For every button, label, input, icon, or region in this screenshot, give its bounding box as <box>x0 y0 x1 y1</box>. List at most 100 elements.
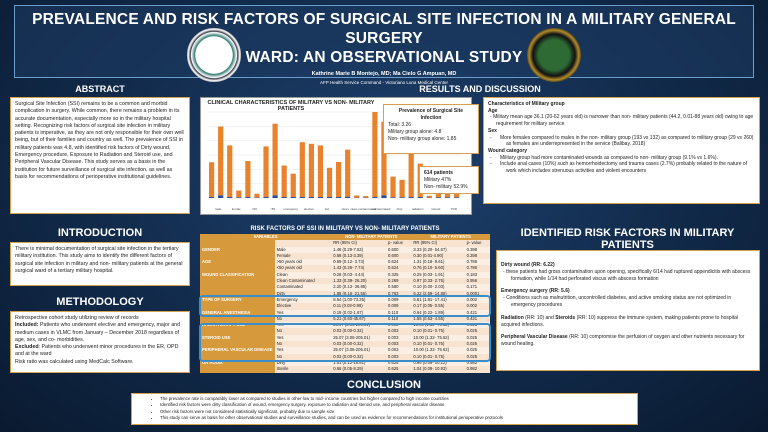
cell-var: Dirty <box>274 359 332 367</box>
category-label: dirty <box>397 207 403 211</box>
col-military: MILITARY PATIENTS <box>411 234 490 241</box>
risk-factors-table: VARIABLES NON- MILITARY PATIENTS MILITARY … <box>200 234 490 373</box>
cell-var: <50 years old <box>274 265 332 272</box>
cell-mrr: 1.04 (0.09- 10.93) <box>411 366 465 373</box>
cell-group: STEROID USE <box>200 334 275 342</box>
bar-no-ssi <box>363 196 369 198</box>
prevalence-military: Military group alone: 4.8 <box>388 129 442 135</box>
cell-var: Clean Contaminated <box>274 278 332 285</box>
results-heading: RESULTS AND DISCUSSION <box>419 84 541 94</box>
title-banner: PREVALENCE AND RISK FACTORS OF SURGICAL … <box>14 5 754 85</box>
bar-ssi <box>381 195 387 198</box>
bar-ssi <box>236 197 242 198</box>
cell-mp: 0.002 <box>464 303 490 310</box>
bar-no-ssi <box>354 195 360 198</box>
bar-no-ssi <box>308 143 314 198</box>
sex-heading: Sex <box>488 127 497 134</box>
bar-no-ssi <box>263 146 269 198</box>
identified-heading: IDENTIFIED RISK FACTORS IN MILITARY PATI… <box>520 227 735 251</box>
patients-box: 614 patients Military 47% Non- military … <box>419 166 479 194</box>
cell-mp: 0.982 <box>464 359 490 367</box>
cell-mrr: 0.96 (0.09- 10.12) <box>411 359 465 367</box>
bar-no-ssi <box>254 193 260 198</box>
cell-nrr: 1.33 (0.39- 26.20) <box>331 278 386 285</box>
table-row: Clean Contaminated 1.33 (0.39- 26.20) 0.26… <box>200 278 490 285</box>
bar-no-ssi <box>426 195 432 198</box>
cell-mp: 0.025 <box>464 347 490 354</box>
category-label: <50 <box>252 207 257 211</box>
abstract-heading: ABSTRACT <box>75 84 125 94</box>
medical-center-logo <box>527 28 581 82</box>
bar-no-ssi <box>336 161 342 198</box>
dirty-text: these patients had gross contamination u… <box>506 268 751 282</box>
cell-mp: 0.956 <box>464 278 490 285</box>
table-row: No 5.21 (0.60-45.67) 0.110 1.55 (0.53- 4.55… <box>200 315 490 323</box>
bar-ssi <box>281 197 287 198</box>
cell-mrr: 0.17 (0.05- 0.55) <box>411 303 465 310</box>
emergency-heading: Emergency surgery (RR: 5.6) <box>501 288 570 295</box>
cell-group: TYPE OF SURGERY <box>200 296 275 304</box>
subhead-rr: RR (95% CI) <box>331 240 386 247</box>
bar-ssi <box>299 197 305 198</box>
age-text: Military mean age 36.1 (20-62 years old)… <box>493 114 754 128</box>
cell-var: No <box>274 328 332 335</box>
cell-mp: 0.398 <box>464 252 490 260</box>
cell-mrr: 0.10 (0.01- 0.75) <box>411 328 465 335</box>
bar-ssi <box>372 197 378 198</box>
table-row: AGE >50 years old 0.69 (0.12- 3.73) 0.624 1.… <box>200 259 490 266</box>
category-label: clean <box>341 207 349 211</box>
cell-mrr: 3.33 (0.20- 54.67) <box>411 246 465 253</box>
characteristics-box: Characteristics of Military group Age - … <box>483 97 760 204</box>
bar-ssi <box>209 197 215 198</box>
steroid-label: Steroids <box>555 314 576 321</box>
bar-ssi <box>453 197 460 198</box>
bar-no-ssi <box>272 123 278 196</box>
cell-var: Clean <box>274 271 332 279</box>
cell-mrr: 0.25 (0.03- 1.91) <box>411 271 465 279</box>
cell-var: >50 years old <box>274 259 332 266</box>
cell-mp: 0.786 <box>464 259 490 266</box>
cell-nrr: 0.28 (0.03- 4.44) <box>331 271 386 279</box>
cell-np: 0.003 <box>386 334 412 342</box>
dirty-heading: Dirty wound (RR: 6.22) <box>501 262 555 268</box>
cell-mp: 0.171 <box>464 284 490 291</box>
cell-group <box>200 341 275 348</box>
bar-ssi <box>444 197 451 198</box>
cell-mp: 0.025 <box>464 341 490 348</box>
cell-np: 0.003 <box>386 341 412 348</box>
conclusion-box: The prevalence rate is comparably lower … <box>131 393 638 425</box>
abstract-text: Surgical Site Infection (SSI) remains to… <box>15 101 184 180</box>
cell-mrr: 0.10 (0.01- 0.75) <box>411 341 465 348</box>
cell-group: GENDER <box>200 246 275 253</box>
included-label: Included: <box>15 322 39 329</box>
table-title: RISK FACTORS OF SSI IN MILITARY VS NON- … <box>250 226 440 232</box>
cell-mp: 0.421 <box>464 315 490 323</box>
pvd-label: Peripheral Vascular Disease <box>501 334 568 341</box>
cell-group <box>200 290 275 297</box>
table-row: No 0.03 (0.00-0.32) 0.003 0.10 (0.01- 0.75)… <box>200 341 490 348</box>
cell-nrr: 25.07 (3.06-205.01) <box>331 347 386 354</box>
table-row: GENDER Male 1.46 (0.29-7.53) 0.600 3.33 (0.2… <box>200 246 490 253</box>
included-text: Patients who underwent elective and emer… <box>15 322 181 343</box>
table-row: WOUND CLASSIFICATION Clean 0.28 (0.03- 4.4… <box>200 271 490 279</box>
subhead-p: p- value <box>464 240 490 247</box>
abstract-box: Surgical Site Infection (SSI) remains to… <box>10 97 190 214</box>
cell-var: Yes <box>274 347 332 354</box>
subhead-rr: RR (95% CI) <box>411 240 465 247</box>
cell-var: No <box>274 315 332 323</box>
cell-np: 0.009 <box>386 303 412 310</box>
category-label: elective <box>304 207 315 211</box>
cell-mp: 0.025 <box>464 353 490 360</box>
radiation-label: Radiation <box>501 314 524 321</box>
cell-group: GENERAL ANESTHESIA <box>200 309 275 316</box>
cell-np: 0.624 <box>386 265 412 272</box>
bar-ssi <box>227 197 233 198</box>
radiation-steroid-text: Radiation (RR: 10) and Steroids (RR: 10)… <box>501 315 755 329</box>
conclusion-heading: CONCLUSION <box>347 379 421 391</box>
bar-no-ssi <box>281 165 287 198</box>
cell-nrr: 0.69 (0.12- 3.73) <box>331 259 386 266</box>
category-label: emergency <box>283 207 298 211</box>
table-row: OR ROOM Dirty 1.51 (0.12-18.81) 0.625 0.96 (… <box>200 359 490 367</box>
cell-mrr: 1.31 (0.18- 9.61) <box>411 259 465 266</box>
cell-mp: 0.025 <box>464 328 490 335</box>
